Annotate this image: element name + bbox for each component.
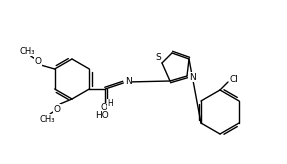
Text: O: O	[101, 103, 108, 113]
Text: HO: HO	[96, 111, 109, 120]
Text: O: O	[34, 57, 41, 65]
Text: H: H	[107, 100, 113, 109]
Text: CH₃: CH₃	[39, 114, 55, 123]
Text: S: S	[155, 53, 161, 62]
Text: N: N	[125, 78, 132, 86]
Text: CH₃: CH₃	[20, 47, 35, 55]
Text: N: N	[189, 72, 195, 82]
Text: Cl: Cl	[230, 75, 238, 84]
Text: O: O	[53, 104, 61, 113]
